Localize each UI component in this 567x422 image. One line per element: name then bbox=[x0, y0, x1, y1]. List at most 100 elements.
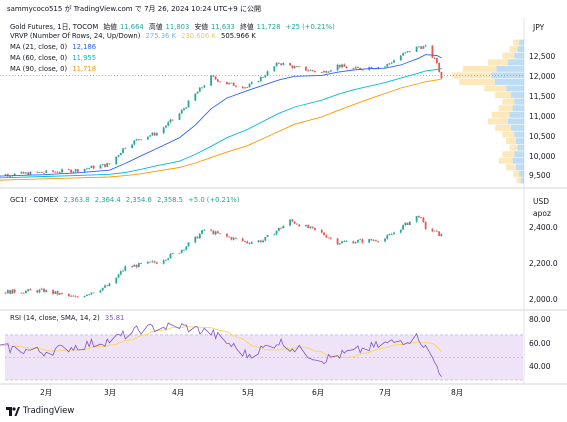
gc-candle bbox=[6, 290, 9, 294]
gc-candle bbox=[212, 230, 215, 235]
main-candle bbox=[106, 163, 109, 167]
main-close-value: 11,728 bbox=[256, 23, 281, 31]
volume-profile-up-bar bbox=[496, 65, 524, 72]
gc-candle bbox=[386, 235, 389, 239]
main-symbol-title: Gold Futures, 1日, TOCOM bbox=[10, 23, 99, 31]
gc-candle bbox=[354, 242, 357, 244]
main-candle bbox=[345, 66, 348, 69]
gc-candle bbox=[438, 231, 441, 237]
main-candle bbox=[370, 67, 373, 69]
main-candle bbox=[43, 172, 45, 174]
main-open-value: 11,664 bbox=[119, 23, 144, 31]
gc-candle bbox=[122, 270, 124, 272]
gc-candle bbox=[216, 231, 219, 234]
gc-candle bbox=[244, 241, 246, 242]
main-ytick: 9,500 bbox=[529, 171, 551, 180]
main-candle bbox=[433, 57, 436, 59]
main-candle bbox=[178, 113, 181, 120]
main-candle bbox=[320, 72, 323, 73]
main-candle bbox=[210, 75, 213, 86]
volume-profile-up-bar bbox=[517, 46, 524, 53]
volume-profile-up-bar bbox=[515, 164, 524, 171]
volume-profile-down-bar bbox=[502, 98, 515, 105]
gc-ytick: 2,000.0 bbox=[529, 295, 558, 304]
gc-candle bbox=[214, 231, 217, 235]
gc-candle bbox=[343, 241, 346, 243]
gc-candle bbox=[219, 233, 222, 235]
gc-candle bbox=[203, 229, 206, 231]
volume-profile-up-bar bbox=[512, 157, 524, 164]
volume-profile-up-bar bbox=[494, 78, 524, 85]
main-candle bbox=[307, 70, 310, 72]
gc-candle bbox=[307, 225, 310, 229]
gc-candle bbox=[43, 288, 45, 293]
main-candle bbox=[169, 119, 172, 123]
gc-candle bbox=[61, 293, 63, 294]
volume-profile-down-bar bbox=[506, 138, 516, 145]
main-candle bbox=[203, 85, 206, 88]
gc-candle bbox=[402, 225, 404, 230]
main-ytick: 11,000 bbox=[529, 112, 556, 121]
volume-profile-down-bar bbox=[484, 85, 507, 92]
vrvp-up-volume: 275.36 K bbox=[145, 32, 176, 40]
main-candle bbox=[219, 81, 222, 83]
main-candle bbox=[22, 171, 25, 174]
main-candle bbox=[336, 64, 339, 71]
gc-candle bbox=[266, 235, 269, 237]
gc-candle bbox=[293, 221, 296, 224]
main-high-label: 高値 bbox=[148, 23, 163, 31]
gc-candle bbox=[201, 230, 203, 234]
main-candle bbox=[280, 63, 283, 65]
gc-candle bbox=[345, 241, 348, 242]
main-candle bbox=[293, 66, 296, 69]
gc-close: 2,358.5 bbox=[157, 196, 183, 204]
gc-candle bbox=[106, 285, 109, 287]
volume-profile-up-bar bbox=[509, 111, 524, 118]
ma90-legend: MA (90, close, 0) 11,718 bbox=[10, 65, 99, 73]
volume-profile-up-bar bbox=[515, 138, 524, 145]
volume-profile-down-bar bbox=[462, 65, 497, 72]
main-candle bbox=[323, 71, 325, 73]
main-candle bbox=[228, 82, 231, 85]
main-candle bbox=[298, 66, 301, 68]
rsi-ytick: 60.00 bbox=[529, 339, 551, 348]
gc-candle bbox=[22, 292, 25, 294]
gc-candle bbox=[52, 289, 54, 294]
gc-candle bbox=[56, 291, 59, 295]
gc-candle bbox=[72, 295, 75, 297]
main-candle bbox=[343, 64, 346, 67]
gc-candle bbox=[54, 291, 57, 294]
main-candle bbox=[40, 172, 43, 173]
main-candle bbox=[45, 170, 48, 173]
ma60-line bbox=[0, 67, 442, 179]
main-candle bbox=[140, 139, 143, 141]
gc-candle bbox=[257, 240, 260, 243]
main-candle bbox=[399, 55, 402, 61]
main-candle bbox=[52, 170, 54, 172]
main-candle bbox=[9, 175, 12, 177]
main-candle bbox=[273, 66, 276, 72]
gc-candle bbox=[370, 239, 373, 241]
gc-candle bbox=[36, 290, 39, 293]
vrvp-total-volume: 505.966 K bbox=[221, 32, 256, 40]
main-close-label: 終値 bbox=[240, 23, 254, 31]
rsi-value: 35.81 bbox=[104, 314, 125, 322]
gc-low: 2,354.6 bbox=[125, 196, 152, 204]
main-candle bbox=[277, 62, 280, 64]
gc-candle bbox=[119, 271, 122, 275]
gc-candle bbox=[4, 292, 7, 294]
gc-candle bbox=[124, 266, 127, 271]
gc-candle bbox=[422, 217, 425, 222]
main-candle bbox=[408, 51, 411, 52]
gc-candle bbox=[9, 290, 12, 294]
main-candle bbox=[196, 91, 199, 94]
gc-candle bbox=[440, 234, 443, 237]
gc-candle bbox=[417, 216, 420, 218]
main-candle bbox=[212, 75, 215, 77]
gc-candle bbox=[194, 236, 197, 243]
ma21-legend: MA (21, close, 0) 12,186 bbox=[10, 43, 99, 51]
volume-profile-up-bar bbox=[514, 52, 524, 59]
main-candle bbox=[422, 46, 425, 49]
main-candle bbox=[99, 165, 102, 169]
main-candle bbox=[70, 169, 72, 173]
